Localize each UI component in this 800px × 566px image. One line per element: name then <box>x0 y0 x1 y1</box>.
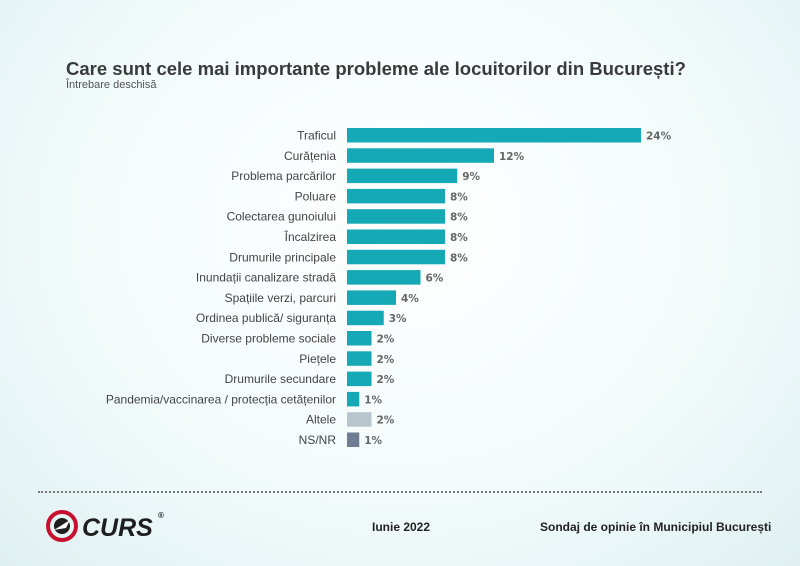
value-label: 8% <box>450 232 468 244</box>
bar <box>347 371 372 387</box>
bar <box>347 188 445 204</box>
value-label: 12% <box>499 151 525 163</box>
chart-subtitle: Întrebare deschisă <box>66 79 157 91</box>
value-label: 24% <box>646 131 672 143</box>
registered-mark: ® <box>158 511 164 520</box>
value-label: 8% <box>450 252 468 264</box>
value-label: 9% <box>462 171 480 183</box>
bar <box>347 128 641 143</box>
category-label: Curățenia <box>284 149 336 163</box>
category-label: Spațiile verzi, parcuri <box>225 291 336 305</box>
bar <box>347 331 372 346</box>
value-label: 8% <box>450 212 468 224</box>
bar <box>347 432 360 447</box>
bar <box>347 351 372 366</box>
bar-chart: Traficul 24% Curățenia 12% Problema parcăril… <box>106 128 672 447</box>
value-label: 8% <box>450 191 468 203</box>
category-label: Drumurile secundare <box>225 372 337 386</box>
bar <box>347 412 372 427</box>
curs-logo-icon: CURS ® <box>46 510 164 542</box>
footer-source: Sondaj de opinie în Municipiul București <box>540 520 772 534</box>
footer-divider <box>38 491 762 493</box>
category-label: Ordinea publică/ siguranța <box>196 311 336 325</box>
bar <box>347 229 445 244</box>
category-label: Piețele <box>299 352 336 366</box>
bar <box>347 148 494 163</box>
category-label: Colectarea gunoiului <box>227 210 336 224</box>
footer-date: Iunie 2022 <box>372 520 431 534</box>
value-label: 3% <box>389 313 407 325</box>
bar <box>347 290 396 305</box>
value-label: 4% <box>401 293 419 305</box>
category-label: Inundații canalizare stradă <box>196 271 336 285</box>
category-label: Poluare <box>295 189 337 203</box>
bar <box>347 168 458 184</box>
value-label: 2% <box>377 415 395 427</box>
bar <box>347 249 445 265</box>
category-label: NS/NR <box>299 433 337 447</box>
value-label: 2% <box>377 354 395 366</box>
category-label: Pandemia/vaccinarea / protecția cetățeni… <box>106 392 336 406</box>
bar <box>347 310 384 326</box>
category-label: Traficul <box>297 129 336 143</box>
bar <box>347 209 445 224</box>
brand-name: CURS <box>82 514 153 542</box>
category-label: Problema parcărilor <box>231 169 336 183</box>
category-label: Încalzirea <box>284 229 337 244</box>
category-label: Drumurile principale <box>229 250 336 264</box>
bar <box>347 270 421 285</box>
value-label: 1% <box>364 394 382 406</box>
bar <box>347 391 360 407</box>
value-label: 1% <box>364 435 382 447</box>
category-label: Diverse probleme sociale <box>201 332 336 346</box>
category-label: Altele <box>306 413 336 427</box>
value-label: 2% <box>377 334 395 346</box>
chart-title: Care sunt cele mai importante probleme a… <box>66 58 686 79</box>
value-label: 2% <box>377 374 395 386</box>
value-label: 6% <box>426 273 444 285</box>
